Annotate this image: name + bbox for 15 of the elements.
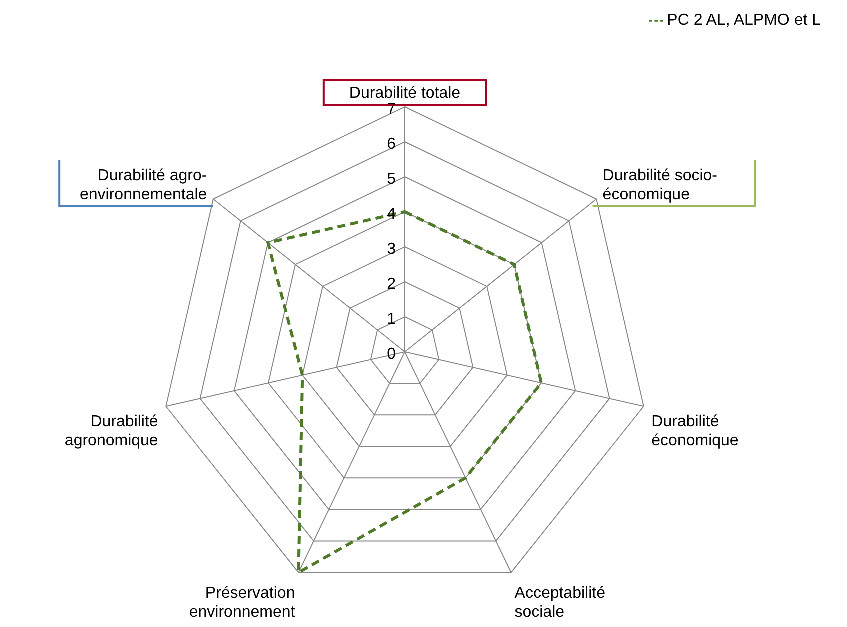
y-tick-label: 3 <box>387 241 396 258</box>
y-tick-label: 0 <box>387 346 396 363</box>
spoke-label: Préservation environnement <box>189 584 296 621</box>
spoke-label: Acceptabilité sociale <box>514 584 606 621</box>
spoke-label: Durabilité agro-environnementale <box>80 167 208 204</box>
spoke-label: Durabilité économique <box>652 413 739 450</box>
y-tick-label: 5 <box>387 171 396 188</box>
spoke-label: Durabilité totale <box>349 85 461 102</box>
y-tick-label: 1 <box>387 311 396 328</box>
y-tick-label: 7 <box>387 101 396 118</box>
spoke-label: Durabilité socio-économique <box>602 167 718 204</box>
y-tick-label: 2 <box>387 276 396 293</box>
legend-label: PC 2 AL, ALPMO et L <box>667 12 821 29</box>
spoke-label: Durabilité agronomique <box>64 413 158 450</box>
y-tick-label: 6 <box>387 136 396 153</box>
